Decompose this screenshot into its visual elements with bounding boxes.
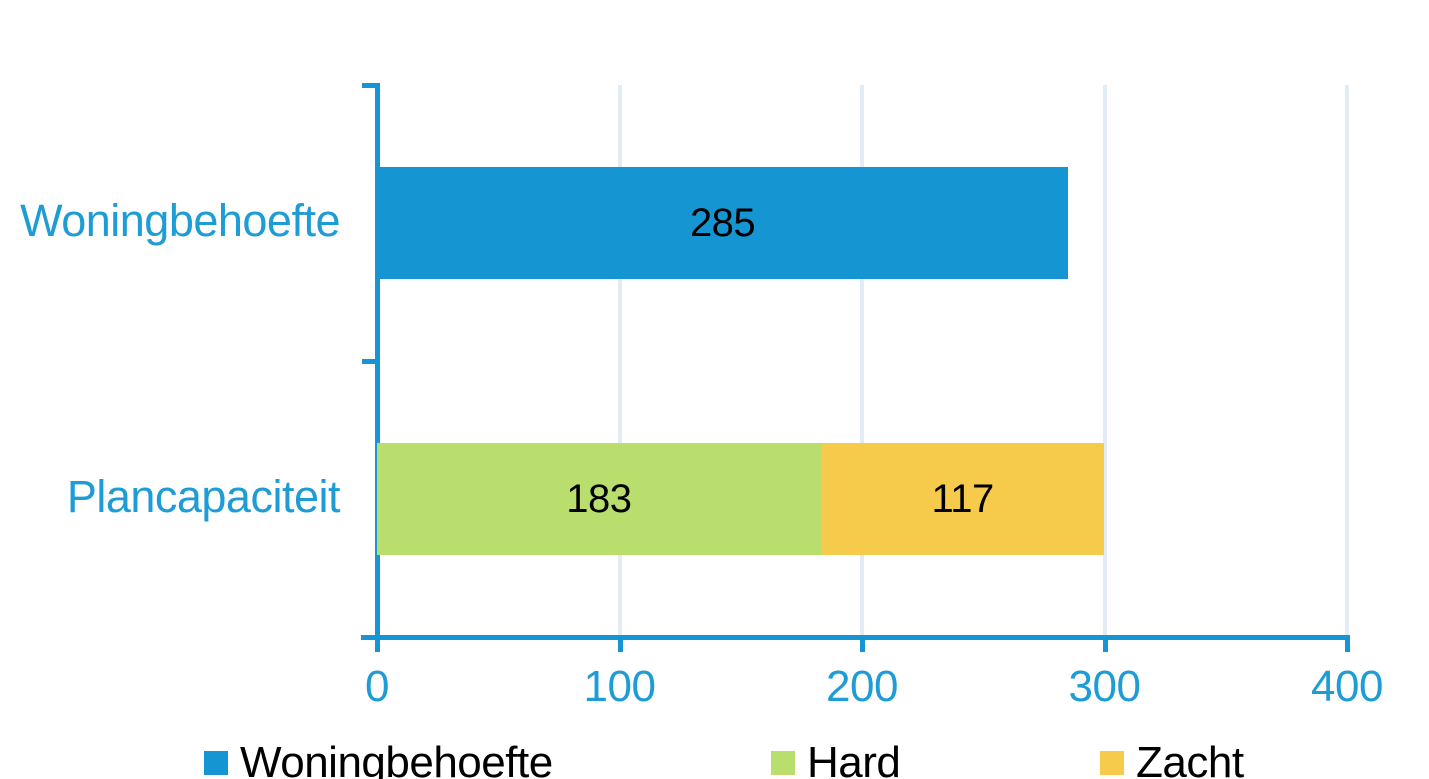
legend-item-woningbehoefte[interactable]: Woningbehoefte xyxy=(204,738,553,779)
x-axis-tick xyxy=(1345,637,1350,652)
y-axis-tick xyxy=(362,83,377,88)
x-tick-label: 100 xyxy=(583,662,656,711)
category-label: Plancapaciteit xyxy=(66,471,341,522)
legend-swatch-icon xyxy=(771,751,795,775)
y-axis-line xyxy=(375,83,380,639)
data-label: 117 xyxy=(931,476,994,521)
gridline xyxy=(1102,85,1107,637)
data-label: 285 xyxy=(689,200,756,245)
legend-swatch-icon xyxy=(204,751,228,775)
legend-swatch-icon xyxy=(1100,751,1124,775)
data-label: 183 xyxy=(566,476,632,521)
bar-segment-zacht[interactable]: 117 xyxy=(820,443,1105,555)
legend-item-zacht[interactable]: Zacht xyxy=(1100,738,1244,779)
x-axis-tick xyxy=(860,637,865,652)
bar-segment-woningbehoefte[interactable]: 285 xyxy=(377,167,1069,279)
x-axis-tick xyxy=(1102,637,1108,652)
bar-segment-hard[interactable]: 183 xyxy=(377,443,821,555)
legend-label: Hard xyxy=(807,738,901,779)
x-tick-label: 400 xyxy=(1311,662,1383,711)
y-axis-tick xyxy=(362,359,377,364)
gridline xyxy=(1345,85,1349,637)
category-label: Woningbehoefte xyxy=(20,195,340,246)
x-axis-line xyxy=(361,635,1350,640)
x-tick-label: 300 xyxy=(1068,662,1141,711)
legend-label: Woningbehoefte xyxy=(240,738,553,779)
legend-label: Zacht xyxy=(1136,738,1244,779)
gridline xyxy=(860,85,864,637)
gridline xyxy=(617,85,622,637)
x-axis-tick xyxy=(617,637,623,652)
legend-item-hard[interactable]: Hard xyxy=(771,738,901,779)
x-axis-tick xyxy=(375,637,380,652)
x-tick-label: 0 xyxy=(365,662,389,711)
x-tick-label: 200 xyxy=(826,662,898,711)
